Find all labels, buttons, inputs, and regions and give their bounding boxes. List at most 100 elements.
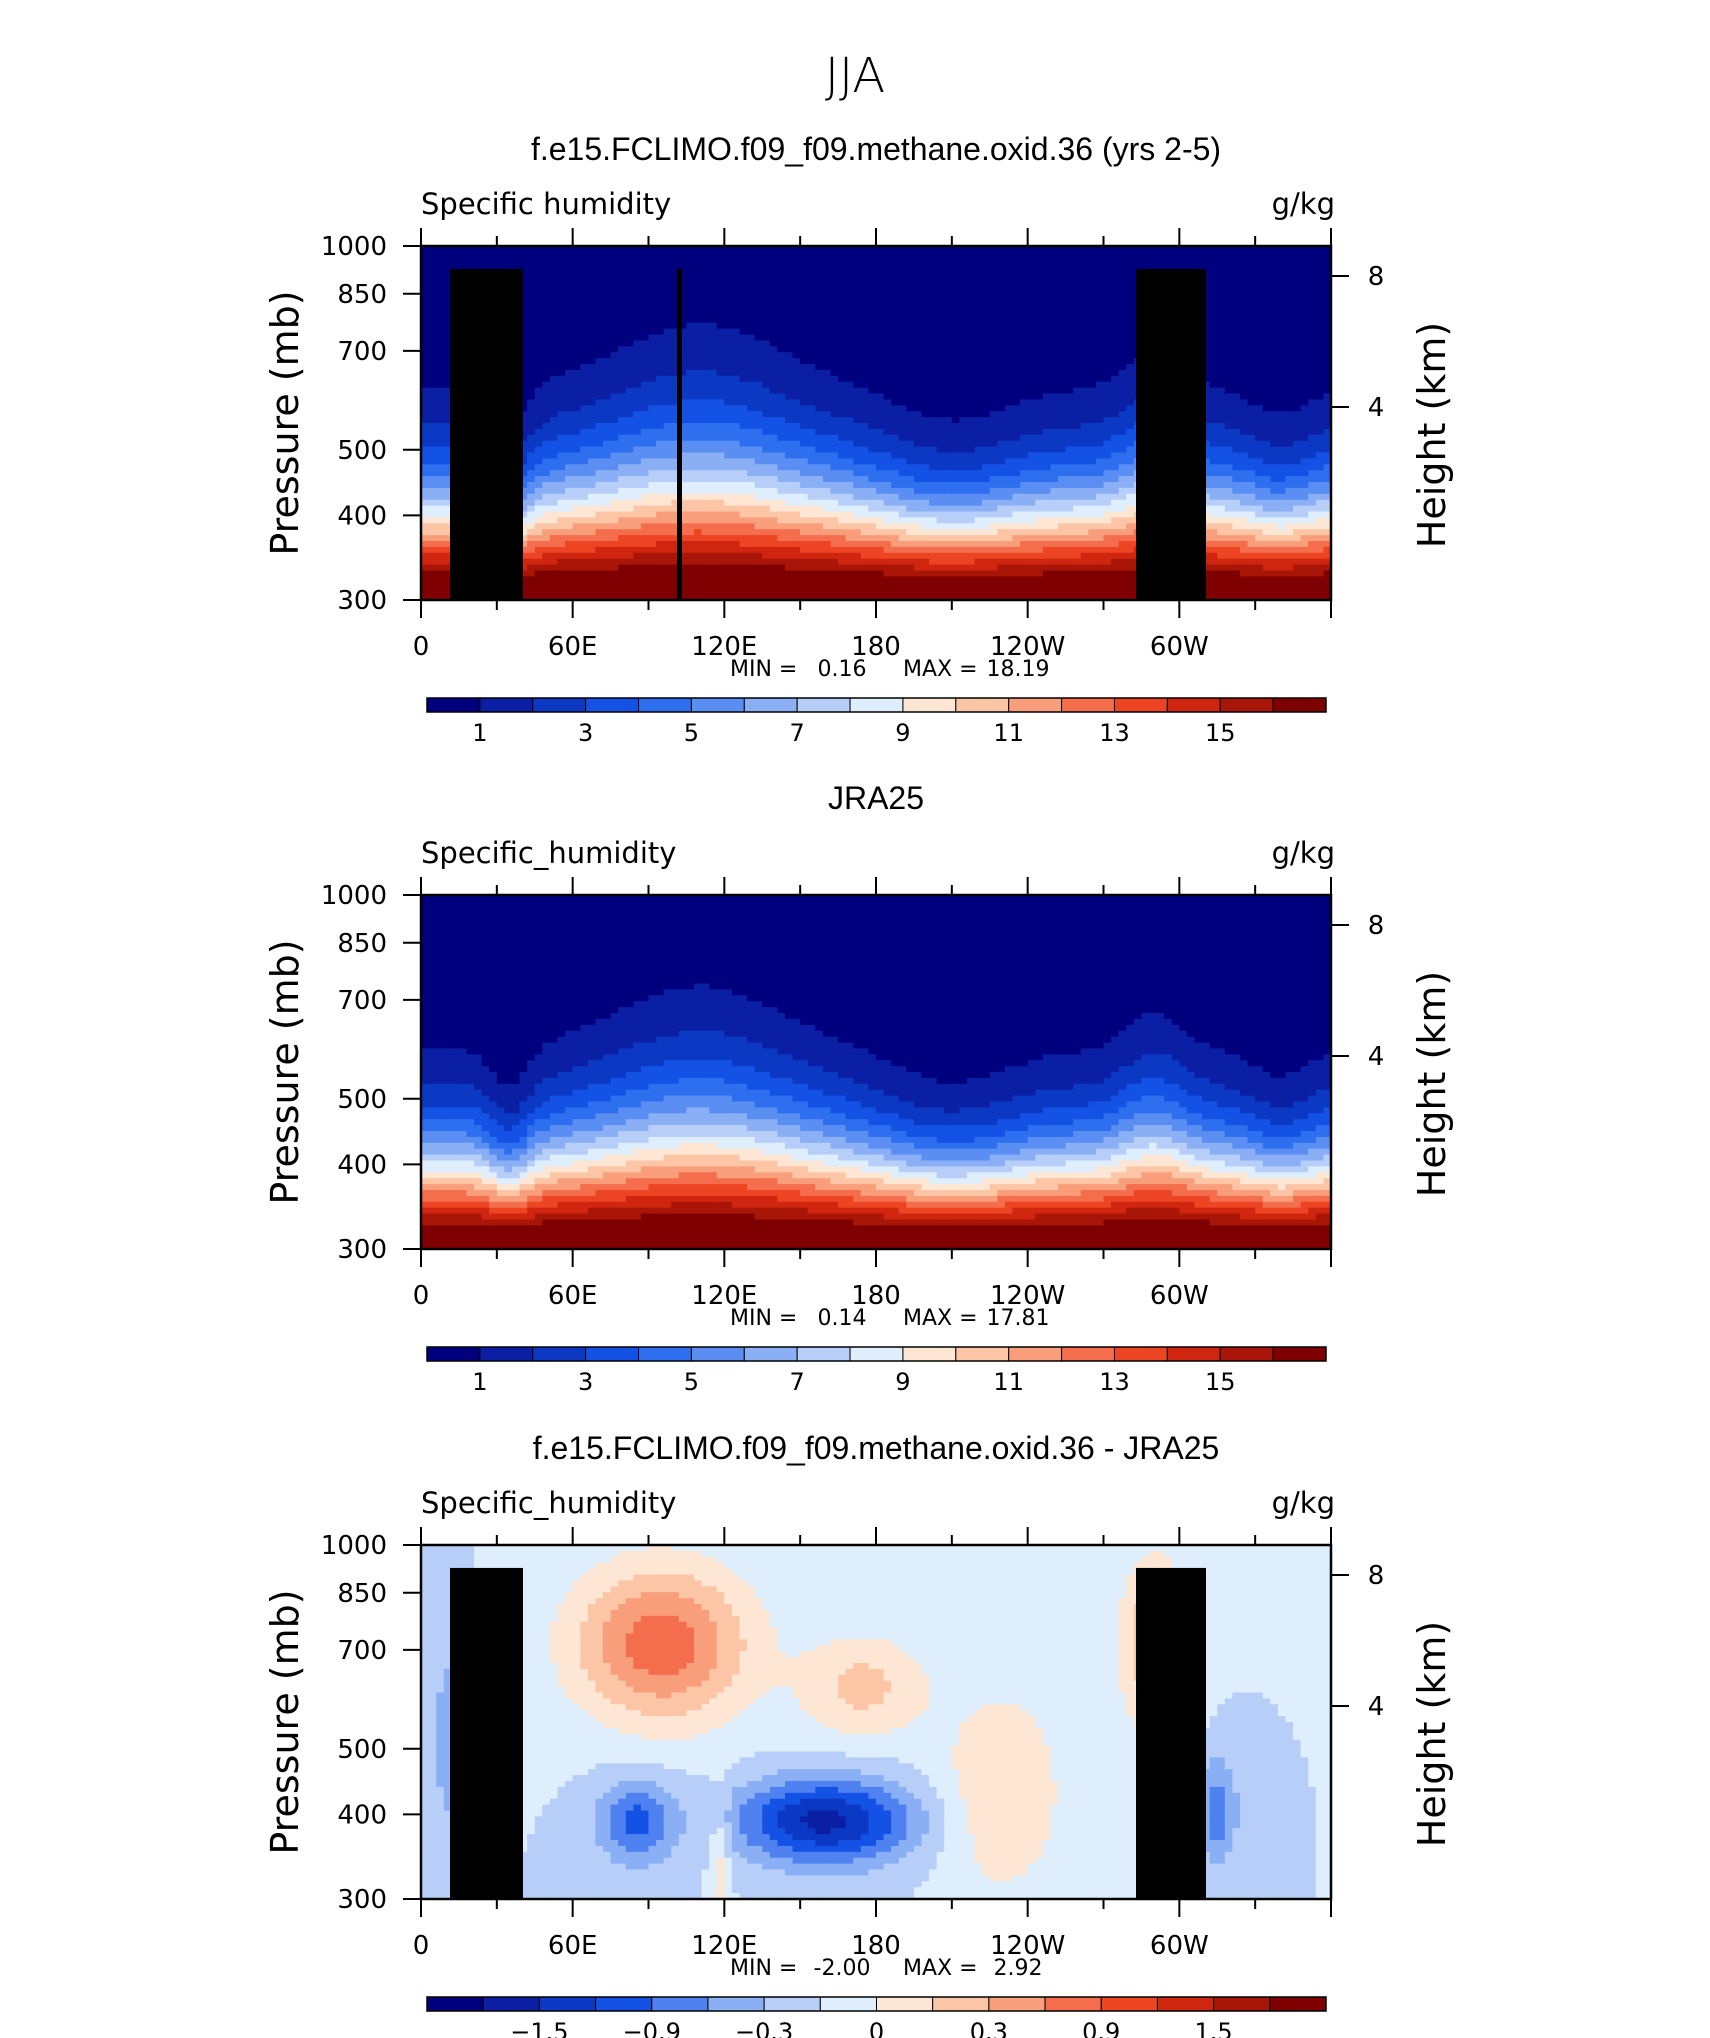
contour-cell: [588, 464, 596, 471]
contour-cell: [550, 358, 558, 365]
contour-cell: [732, 535, 740, 542]
contour-cell: [777, 571, 785, 578]
contour-cell: [785, 299, 793, 306]
contour-cell: [618, 517, 626, 524]
contour-cell: [997, 553, 1005, 560]
contour-cell: [527, 494, 535, 501]
contour-cell: [618, 582, 626, 589]
contour-cell: [975, 541, 983, 548]
contour-cell: [884, 517, 892, 524]
contour-cell: [588, 441, 596, 448]
contour-cell: [603, 576, 611, 583]
contour-cell: [603, 411, 611, 418]
contour-cell: [633, 512, 641, 519]
contour-cell: [1005, 329, 1013, 336]
contour-cell: [846, 458, 854, 465]
contour-cell: [542, 453, 550, 460]
contour-cell: [542, 447, 550, 454]
contour-cell: [664, 571, 672, 578]
contour-cell: [922, 482, 930, 489]
contour-cell: [861, 464, 869, 471]
contour-cell: [891, 370, 899, 377]
contour-cell: [565, 270, 573, 277]
contour-cell: [853, 517, 861, 524]
contour-cell: [944, 441, 952, 448]
contour-cell: [952, 293, 960, 300]
contour-cell: [861, 411, 869, 418]
contour-cell: [1043, 529, 1051, 536]
contour-cell: [595, 293, 603, 300]
contour-cell: [823, 500, 831, 507]
contour-cell: [429, 293, 437, 300]
contour-cell: [1035, 252, 1043, 259]
contour-cell: [884, 258, 892, 265]
contour-cell: [717, 358, 725, 365]
contour-cell: [997, 264, 1005, 271]
contour-cell: [846, 423, 854, 430]
contour-cell: [527, 258, 535, 265]
contour-cell: [815, 559, 823, 566]
contour-cell: [975, 264, 983, 271]
contour-cell: [611, 364, 619, 371]
contour-cell: [702, 541, 710, 548]
contour-cell: [952, 506, 960, 512]
contour-cell: [649, 317, 657, 324]
contour-cell: [853, 388, 861, 395]
contour-cell: [861, 559, 869, 566]
contour-cell: [997, 281, 1005, 288]
contour-cell: [770, 364, 778, 371]
contour-cell: [914, 588, 922, 595]
contour-cell: [982, 458, 990, 465]
contour-cell: [815, 287, 823, 294]
contour-cell: [967, 364, 975, 371]
contour-cell: [702, 535, 710, 542]
contour-cell: [823, 517, 831, 524]
contour-cell: [944, 311, 952, 318]
contour-cell: [717, 293, 725, 300]
contour-cell: [702, 287, 710, 294]
contour-cell: [929, 494, 937, 501]
contour-cell: [747, 535, 755, 542]
contour-cell: [535, 311, 543, 318]
contour-cell: [997, 482, 1005, 489]
contour-cell: [702, 370, 710, 377]
contour-cell: [997, 411, 1005, 418]
contour-cell: [1043, 447, 1051, 454]
contour-cell: [436, 405, 444, 412]
contour-cell: [914, 264, 922, 271]
contour-cell: [550, 482, 558, 489]
contour-cell: [1050, 252, 1058, 259]
contour-cell: [618, 305, 626, 312]
contour-cell: [542, 394, 550, 401]
contour-cell: [800, 576, 808, 583]
contour-cell: [967, 270, 975, 277]
contour-cell: [732, 364, 740, 371]
contour-cell: [649, 582, 657, 589]
contour-cell: [997, 323, 1005, 330]
contour-cell: [906, 423, 914, 430]
contour-cell: [656, 512, 664, 519]
contour-cell: [429, 417, 437, 424]
contour-cell: [732, 464, 740, 471]
contour-cell: [611, 382, 619, 389]
contour-cell: [686, 535, 694, 542]
contour-cell: [982, 582, 990, 589]
contour-cell: [656, 571, 664, 578]
contour-cell: [709, 311, 717, 318]
contour-cell: [717, 565, 725, 572]
contour-cell: [861, 535, 869, 542]
contour-cell: [702, 281, 710, 288]
contour-cell: [565, 482, 573, 489]
contour-cell: [1013, 399, 1021, 406]
contour-cell: [436, 329, 444, 336]
contour-cell: [429, 376, 437, 383]
contour-cell: [588, 588, 596, 595]
contour-cell: [626, 335, 634, 342]
contour-cell: [724, 482, 732, 489]
contour-cell: [937, 429, 945, 436]
contour-cell: [641, 529, 649, 536]
contour-cell: [603, 352, 611, 359]
contour-cell: [755, 429, 763, 436]
contour-cell: [937, 399, 945, 406]
contour-cell: [1043, 252, 1051, 259]
